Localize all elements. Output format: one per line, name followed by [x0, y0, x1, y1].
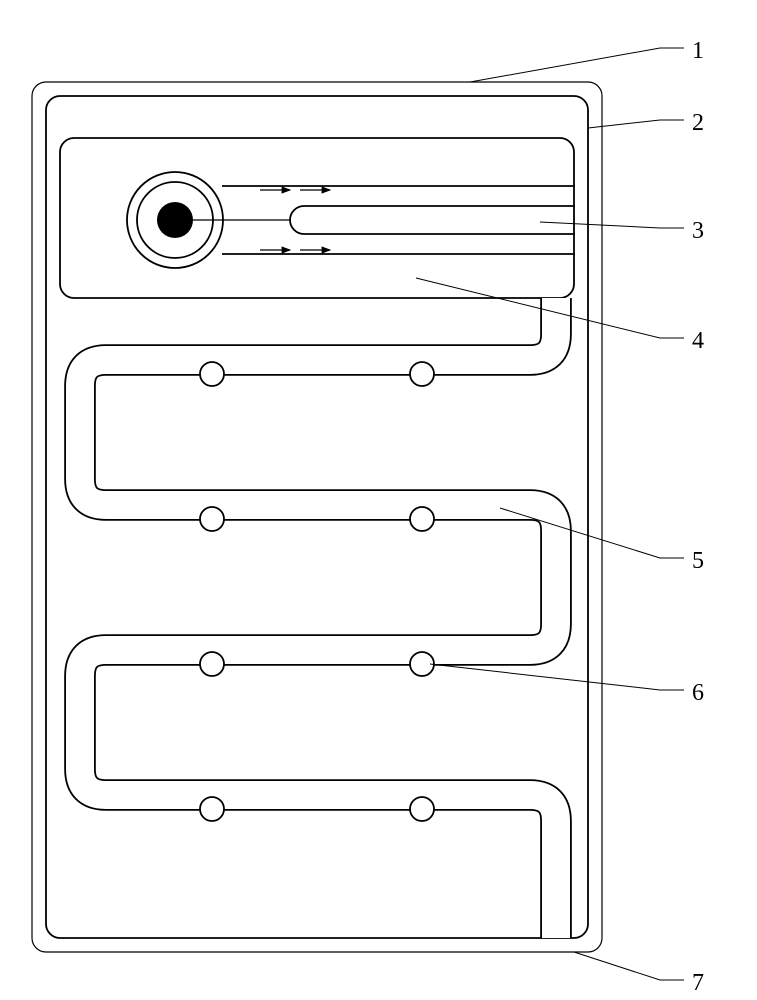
ring-fitting [410, 507, 434, 531]
ring-fitting [410, 362, 434, 386]
diagram-svg: 1 2 3 4 5 6 7 [0, 0, 757, 1000]
diagram-canvas: 1 2 3 4 5 6 7 [0, 0, 757, 1000]
serpentine-outer [80, 298, 556, 938]
ring-fitting [200, 797, 224, 821]
callout-label-4: 4 [692, 328, 704, 354]
callout-label-3: 3 [692, 218, 704, 244]
ring-fitting [200, 507, 224, 531]
leader-line [540, 222, 684, 228]
core-dot [157, 202, 193, 238]
ring-fitting [200, 362, 224, 386]
ring-fitting [200, 652, 224, 676]
callout-label-2: 2 [692, 110, 704, 136]
callout-label-1: 1 [692, 38, 704, 64]
leader-line [470, 48, 684, 82]
callout-label-7: 7 [692, 970, 704, 996]
leader-line [430, 664, 684, 690]
slot [290, 206, 574, 234]
callout-label-5: 5 [692, 548, 704, 574]
ring-fitting [410, 797, 434, 821]
serpentine-inner [80, 298, 556, 938]
callout-label-6: 6 [692, 680, 704, 706]
leader-line [574, 952, 684, 980]
